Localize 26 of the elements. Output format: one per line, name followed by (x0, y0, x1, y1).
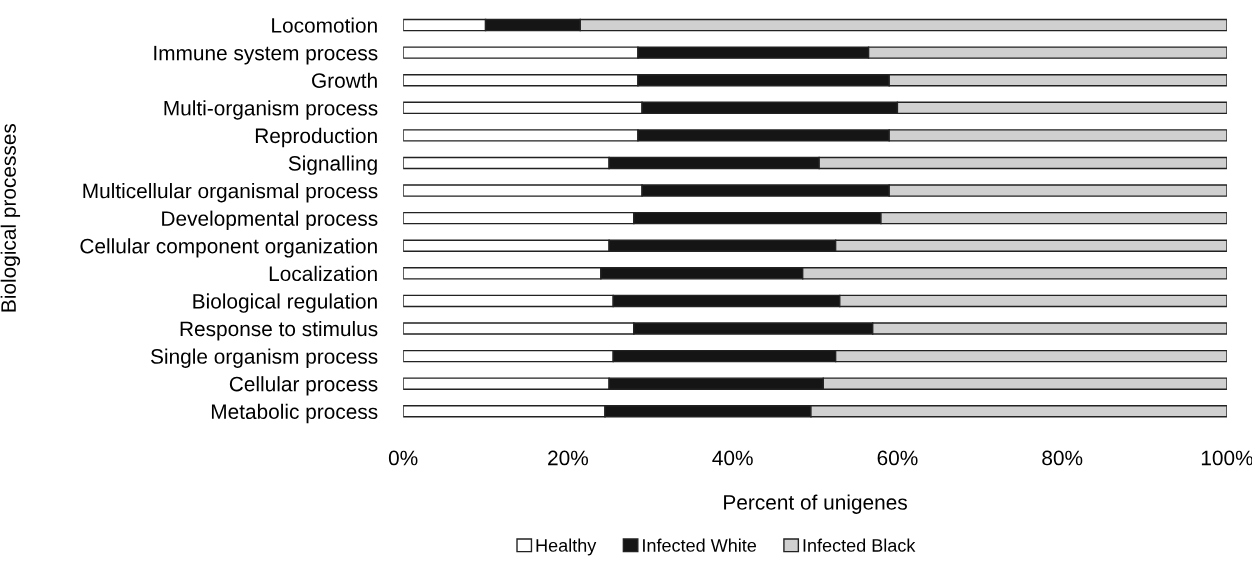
y-tick-label: Multi-organism process (164, 100, 378, 120)
y-tick-label: Reproduction (255, 127, 377, 148)
legend-label: Infected White (643, 538, 757, 552)
legend-label: Healthy (536, 538, 597, 556)
y-tick-label: Response to stimulus (180, 320, 378, 341)
y-tick-label: Locomotion (272, 17, 377, 33)
y-tick-label: Multicellular organismal process (83, 183, 378, 203)
x-tick-label: 80% (1042, 450, 1083, 466)
y-tick-label: Biological regulation (193, 293, 377, 313)
y-tick-label: Cellular process (229, 376, 378, 396)
x-tick-label: 60% (877, 450, 918, 466)
y-tick-label: Immune system process (154, 45, 378, 65)
y-tick-label: Growth (312, 72, 377, 88)
x-tick-label: 40% (712, 450, 753, 466)
x-tick-label: 100% (1201, 450, 1252, 466)
y-tick-label: Single organism process (150, 348, 378, 368)
legend-label: Infected Black (803, 538, 916, 552)
x-axis-title: Percent of unigenes (724, 494, 907, 514)
y-tick-label: Cellular component organization (80, 238, 377, 258)
y-tick-label: Developmental process (162, 210, 378, 231)
x-tick-label: 0% (388, 450, 418, 466)
y-tick-label: Signalling (288, 155, 377, 175)
y-tick-label: Metabolic process (211, 403, 378, 424)
x-tick-label: 20% (548, 450, 589, 466)
y-tick-label: Localization (269, 265, 377, 282)
y-axis-title: Biological processes (0, 123, 21, 312)
